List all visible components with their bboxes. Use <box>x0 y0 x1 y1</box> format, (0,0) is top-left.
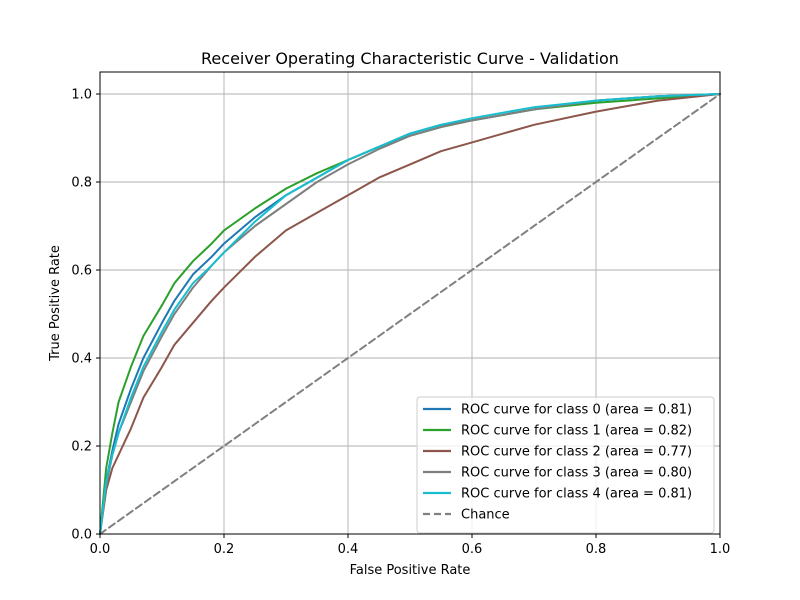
y-tick-label: 1.0 <box>71 88 92 103</box>
legend-label: ROC curve for class 2 (area = 0.77) <box>461 445 692 460</box>
x-tick-label: 0.2 <box>214 542 235 557</box>
plot-frame <box>99 71 721 535</box>
x-tick-label: 0.0 <box>90 542 111 557</box>
y-tick-label: 0.8 <box>71 176 92 191</box>
x-tick-label: 1.0 <box>710 542 731 557</box>
legend-label: ROC curve for class 4 (area = 0.81) <box>461 487 692 502</box>
y-tick-label: 0.6 <box>71 264 92 279</box>
chart-title: Receiver Operating Characteristic Curve … <box>201 49 619 68</box>
x-axis-label: False Positive Rate <box>350 563 471 578</box>
y-tick-label: 0.4 <box>71 352 92 367</box>
series-line-4 <box>99 93 721 535</box>
x-tick-label: 0.4 <box>338 542 359 557</box>
ticks: 0.0 0.2 0.4 0.6 0.8 1.0 0.0 0.2 0.4 0.6 0.8 1.0 <box>71 88 730 558</box>
series-line-5 <box>99 93 721 535</box>
x-tick-label: 0.8 <box>586 542 607 557</box>
legend: ROC curve for class 0 (area = 0.81) ROC c… <box>416 396 715 534</box>
series-line-2 <box>99 93 721 535</box>
legend-box <box>416 396 715 534</box>
legend-label: Chance <box>461 508 510 523</box>
series-layer <box>99 93 721 535</box>
y-tick-label: 0.2 <box>71 440 92 455</box>
x-tick-label: 0.6 <box>462 542 483 557</box>
y-axis-label: True Positive Rate <box>48 245 63 362</box>
y-tick-label: 0.0 <box>71 528 92 543</box>
legend-label: ROC curve for class 1 (area = 0.82) <box>461 424 692 439</box>
legend-label: ROC curve for class 0 (area = 0.81) <box>461 403 692 418</box>
legend-label: ROC curve for class 3 (area = 0.80) <box>461 466 692 481</box>
